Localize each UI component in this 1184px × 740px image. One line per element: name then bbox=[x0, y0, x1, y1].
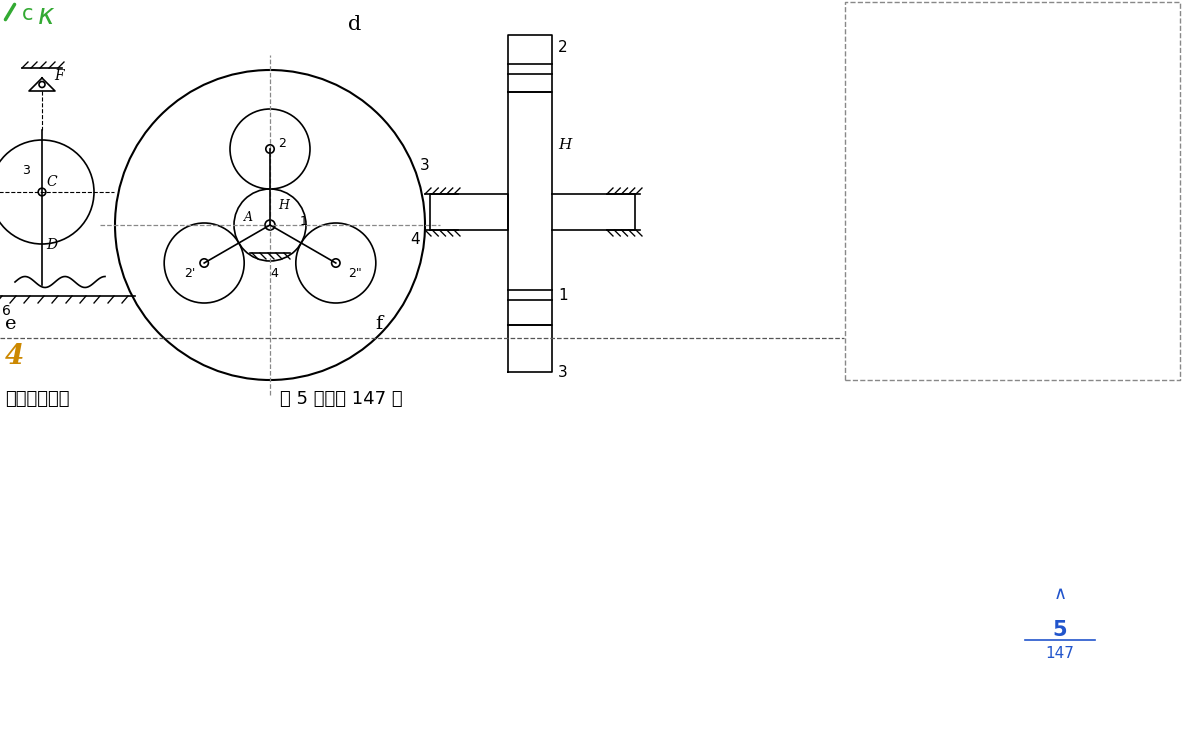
Text: 4: 4 bbox=[270, 266, 278, 280]
Text: e: e bbox=[5, 315, 17, 333]
Text: 机械原理序列: 机械原理序列 bbox=[5, 390, 70, 408]
Text: F: F bbox=[54, 69, 64, 83]
Text: 2': 2' bbox=[185, 266, 195, 280]
Text: 3: 3 bbox=[420, 158, 430, 172]
Text: 1: 1 bbox=[558, 288, 567, 303]
Text: f: f bbox=[375, 315, 382, 333]
Text: A: A bbox=[244, 210, 252, 223]
Text: H: H bbox=[558, 138, 571, 152]
Text: D: D bbox=[46, 238, 57, 252]
Text: 2: 2 bbox=[558, 40, 567, 55]
Text: 147: 147 bbox=[1045, 646, 1074, 661]
Text: c: c bbox=[22, 4, 33, 24]
Text: 3: 3 bbox=[22, 164, 30, 177]
Text: 第 5 页，共 147 页: 第 5 页，共 147 页 bbox=[279, 390, 403, 408]
Text: 4: 4 bbox=[411, 232, 420, 247]
Text: 6: 6 bbox=[2, 304, 11, 318]
Text: 5: 5 bbox=[1053, 620, 1067, 640]
Text: 4: 4 bbox=[5, 343, 24, 370]
Text: ∧: ∧ bbox=[1054, 585, 1067, 603]
Text: C: C bbox=[46, 175, 57, 189]
Text: d: d bbox=[348, 15, 361, 34]
Text: 3: 3 bbox=[558, 365, 568, 380]
Text: 2": 2" bbox=[348, 266, 361, 280]
Text: 2: 2 bbox=[278, 136, 285, 149]
Text: κ: κ bbox=[38, 2, 54, 30]
Text: H: H bbox=[278, 198, 289, 212]
Text: 1: 1 bbox=[300, 215, 308, 227]
